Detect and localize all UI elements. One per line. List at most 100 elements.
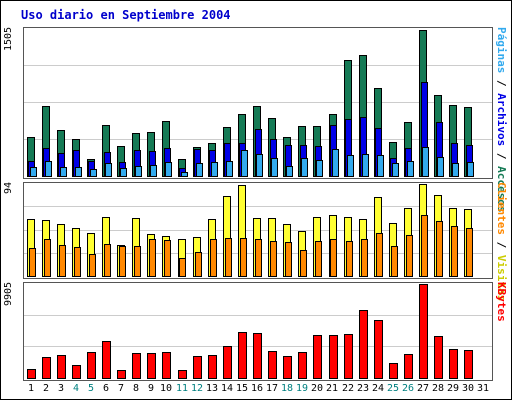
- x-tick-label: 11: [175, 383, 189, 394]
- x-tick-label: 17: [265, 383, 279, 394]
- kbytes-bar: [464, 350, 473, 379]
- kbytes-bar: [87, 352, 96, 379]
- paginas-bar: [407, 161, 414, 177]
- clientes-bar: [179, 258, 186, 277]
- clientes-bar: [255, 239, 262, 277]
- clientes-bar: [421, 215, 428, 277]
- legend-separator: /: [495, 146, 508, 167]
- kbytes-bar: [374, 320, 383, 379]
- kbytes-bar: [359, 310, 368, 379]
- clientes-bar: [346, 241, 353, 277]
- legend-visitas: Visitas: [495, 254, 508, 302]
- kbytes-bar: [238, 332, 247, 379]
- paginas-bar: [226, 161, 233, 177]
- clientes-bar: [89, 254, 96, 277]
- x-tick-label: 19: [295, 383, 309, 394]
- clientes-bar: [195, 252, 202, 277]
- kbytes-bar: [193, 356, 202, 379]
- y-max-accesos: 1505: [3, 27, 14, 52]
- kbytes-bar: [389, 363, 398, 379]
- x-tick-label: 29: [446, 383, 460, 394]
- paginas-bar: [181, 172, 188, 177]
- y-max-kbytes: 9905: [3, 282, 14, 307]
- paginas-bar: [105, 163, 112, 177]
- gridline: [24, 102, 492, 103]
- x-tick-label: 6: [102, 383, 110, 394]
- kbytes-bar: [344, 334, 353, 379]
- paginas-bar: [30, 167, 37, 177]
- clientes-bar: [330, 239, 337, 277]
- kbytes-plot: [23, 282, 493, 381]
- kbytes-bar: [329, 335, 338, 379]
- x-tick-label: 20: [310, 383, 324, 394]
- legend-clientes: Clientes: [495, 182, 508, 235]
- clientes-bar: [164, 240, 171, 277]
- paginas-bar: [196, 163, 203, 177]
- clientes-bar: [451, 226, 458, 277]
- clientes-bar: [300, 250, 307, 277]
- x-tick-label: 10: [159, 383, 173, 394]
- clientes-bar: [436, 221, 443, 277]
- chart-title: Uso diario en Septiembre 2004: [21, 8, 231, 22]
- gridline: [24, 65, 492, 66]
- clientes-bar: [74, 247, 81, 277]
- kbytes-bar: [147, 353, 156, 379]
- paginas-bar: [316, 160, 323, 177]
- kbytes-bar: [132, 353, 141, 379]
- x-tick-label: 22: [341, 383, 355, 394]
- clientes-bar: [104, 244, 111, 277]
- kbytes-bar: [102, 341, 111, 379]
- kbytes-bar: [42, 357, 51, 379]
- kbytes-bar: [449, 349, 458, 379]
- paginas-bar: [150, 165, 157, 177]
- kbytes-bar: [72, 365, 81, 379]
- x-tick-label: 27: [416, 383, 430, 394]
- paginas-bar: [467, 162, 474, 177]
- legend-separator: /: [495, 73, 508, 94]
- clientes-bar: [285, 242, 292, 277]
- x-tick-label: 7: [117, 383, 125, 394]
- kbytes-bar: [208, 355, 217, 379]
- clientes-bar: [210, 239, 217, 277]
- kbytes-bar: [313, 335, 322, 379]
- paginas-bar: [362, 154, 369, 177]
- x-tick-label: 15: [235, 383, 249, 394]
- clientes-bar: [376, 233, 383, 277]
- x-tick-label: 5: [87, 383, 95, 394]
- paginas-bar: [165, 162, 172, 177]
- paginas-bar: [301, 158, 308, 177]
- paginas-bar: [286, 166, 293, 177]
- clientes-bar: [119, 246, 126, 277]
- clientes-bar: [149, 239, 156, 277]
- clientes-bar: [391, 246, 398, 277]
- x-tick-label: 31: [476, 383, 490, 394]
- paginas-bar: [377, 155, 384, 177]
- paginas-bar: [332, 149, 339, 177]
- clientes-bar: [361, 239, 368, 277]
- paginas-bar: [90, 169, 97, 177]
- x-tick-label: 8: [132, 383, 140, 394]
- clientes-bar: [225, 238, 232, 277]
- gridline: [24, 315, 492, 316]
- x-tick-label: 30: [461, 383, 475, 394]
- legend-clientes-visitas: Clientes / Visitas: [495, 182, 508, 301]
- clientes-bar: [406, 235, 413, 277]
- clientes-bar: [134, 246, 141, 277]
- paginas-bar: [437, 157, 444, 177]
- paginas-bar: [241, 150, 248, 177]
- paginas-bar: [75, 167, 82, 177]
- clientes-bar: [44, 239, 51, 277]
- paginas-bar: [45, 161, 52, 177]
- gridline: [24, 206, 492, 207]
- paginas-bar: [271, 158, 278, 177]
- legend-accesos: Accesos: [495, 166, 508, 213]
- x-tick-label: 13: [205, 383, 219, 394]
- kbytes-bar: [178, 370, 187, 379]
- paginas-bar: [392, 163, 399, 177]
- legend-archivos: Archivos: [495, 93, 508, 147]
- kbytes-bar: [404, 354, 413, 379]
- x-tick-label: 2: [42, 383, 50, 394]
- legend-kbytes: KBytes: [495, 282, 508, 379]
- kbytes-bar: [298, 352, 307, 379]
